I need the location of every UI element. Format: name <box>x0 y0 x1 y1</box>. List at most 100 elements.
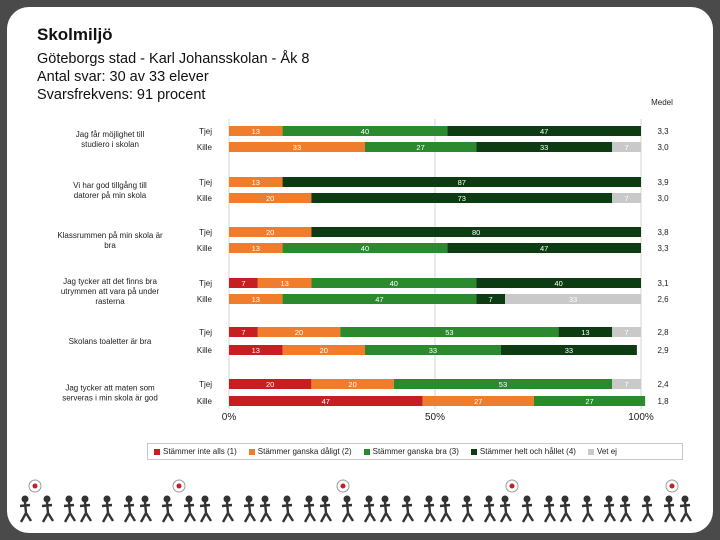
bar-segment <box>447 126 641 136</box>
chart-legend: Stämmer inte alls (1) Stämmer ganska dåli… <box>147 443 683 460</box>
bar-segment <box>533 396 646 406</box>
row-label: Kille <box>197 143 213 152</box>
row-label: Tjej <box>199 178 212 187</box>
bar-value-label: 13 <box>252 127 260 136</box>
runner-figure-icon <box>139 495 153 523</box>
runner-figure-icon <box>619 495 633 523</box>
bar-segment <box>229 227 312 237</box>
legend-item: Stämmer ganska bra (3) <box>363 447 459 456</box>
runner-figure-icon <box>243 495 257 523</box>
bar-value-label: 47 <box>540 244 548 253</box>
bar-value-label: 20 <box>266 194 274 203</box>
bar-segment <box>282 243 448 253</box>
runner-figure-icon <box>281 495 295 523</box>
bar-segment <box>476 294 506 304</box>
bar-segment <box>340 327 559 337</box>
x-tick-label: 0% <box>222 412 237 423</box>
bar-segment <box>558 327 613 337</box>
bar-segment <box>282 294 477 304</box>
question-label: Jag tycker att det finns bra <box>63 277 157 286</box>
bar-segment <box>229 294 283 304</box>
runner-figure-icon <box>101 495 115 523</box>
runner-figure-icon <box>423 495 437 523</box>
row-label: Tjej <box>199 228 212 237</box>
bar-value-label: 40 <box>361 244 369 253</box>
bar-value-label: 7 <box>624 328 628 337</box>
legend-label: Stämmer ganska bra (3) <box>372 447 459 456</box>
target-icon <box>32 483 38 489</box>
bar-segment <box>311 227 641 237</box>
question-label: datorer på min skola <box>74 191 147 200</box>
runner-figure-icon <box>521 495 535 523</box>
runner-figure-icon <box>379 495 393 523</box>
row-label: Tjej <box>199 380 212 389</box>
runner-figure-icon <box>663 495 677 523</box>
bar-value-label: 47 <box>322 397 330 406</box>
bar-value-label: 33 <box>429 346 437 355</box>
stacked-bar-chart: 0% 50% 100% Medel Jag får möjlighet tillstud… <box>57 98 673 423</box>
runner-figure-icon <box>199 495 213 523</box>
runner-figure-icon <box>641 495 655 523</box>
legend-item: Stämmer ganska dåligt (2) <box>248 447 352 456</box>
row-label: Kille <box>197 194 213 203</box>
bar-segment <box>364 345 501 355</box>
bar-value-label: 7 <box>624 380 628 389</box>
legend-label: Stämmer ganska dåligt (2) <box>257 447 352 456</box>
row-mean-value: 1,8 <box>657 397 669 406</box>
runner-figure-icon <box>319 495 333 523</box>
target-icon <box>176 483 182 489</box>
runner-figure-icon <box>401 495 415 523</box>
bar-segment <box>311 193 613 203</box>
target-icon <box>669 483 675 489</box>
subtitle-answers: Antal svar: 30 av 33 elever <box>37 69 209 85</box>
bar-value-label: 53 <box>499 380 507 389</box>
slide: Skolmiljö Göteborgs stad - Karl Johanssk… <box>7 7 713 533</box>
bar-segment <box>229 278 258 288</box>
bar-segment <box>282 345 365 355</box>
legend-label: Stämmer inte alls (1) <box>163 447 237 456</box>
row-mean-value: 3,9 <box>657 178 669 187</box>
subtitle-response-rate: Svarsfrekvens: 91 procent <box>37 87 206 103</box>
bar-value-label: 33 <box>565 346 573 355</box>
runner-figure-icon <box>221 495 235 523</box>
runner-figure-icon <box>461 495 475 523</box>
question-label: rasterna <box>95 297 125 306</box>
legend-swatch <box>587 448 594 455</box>
bar-segment <box>500 345 637 355</box>
bar-segment <box>476 278 641 288</box>
row-mean-value: 3,8 <box>657 228 669 237</box>
row-label: Kille <box>197 397 213 406</box>
row-mean-value: 2,6 <box>657 295 669 304</box>
row-mean-value: 3,0 <box>657 194 669 203</box>
runner-figure-icon <box>363 495 377 523</box>
bar-segment <box>229 243 283 253</box>
bar-value-label: 40 <box>554 279 562 288</box>
runner-figure-icon <box>679 495 693 523</box>
row-label: Kille <box>197 244 213 253</box>
bar-value-label: 47 <box>540 127 548 136</box>
row-mean-value: 3,3 <box>657 244 669 253</box>
bar-value-label: 40 <box>390 279 398 288</box>
row-label: Kille <box>197 346 213 355</box>
runner-figure-icon <box>259 495 273 523</box>
legend-swatch <box>154 448 160 455</box>
bar-value-label: 13 <box>581 328 589 337</box>
bar-segment <box>229 396 423 406</box>
bar-value-label: 13 <box>252 244 260 253</box>
row-label: Tjej <box>199 279 212 288</box>
bar-segment <box>229 193 312 203</box>
bar-segment <box>393 379 613 389</box>
bar-segment <box>257 327 341 337</box>
bar-segment <box>364 142 477 152</box>
runner-figure-icon <box>581 495 595 523</box>
runner-figure-icon <box>603 495 617 523</box>
bar-value-label: 13 <box>252 178 260 187</box>
bar-segment <box>282 126 448 136</box>
question-label: Vi har god tillgång till <box>73 181 147 190</box>
question-label: serveras i min skola är god <box>62 394 158 403</box>
target-icon <box>509 483 515 489</box>
bar-segment <box>612 327 641 337</box>
question-label: Jag tycker att maten som <box>65 384 155 393</box>
bar-value-label: 7 <box>241 328 245 337</box>
runner-figure-icon <box>161 495 175 523</box>
